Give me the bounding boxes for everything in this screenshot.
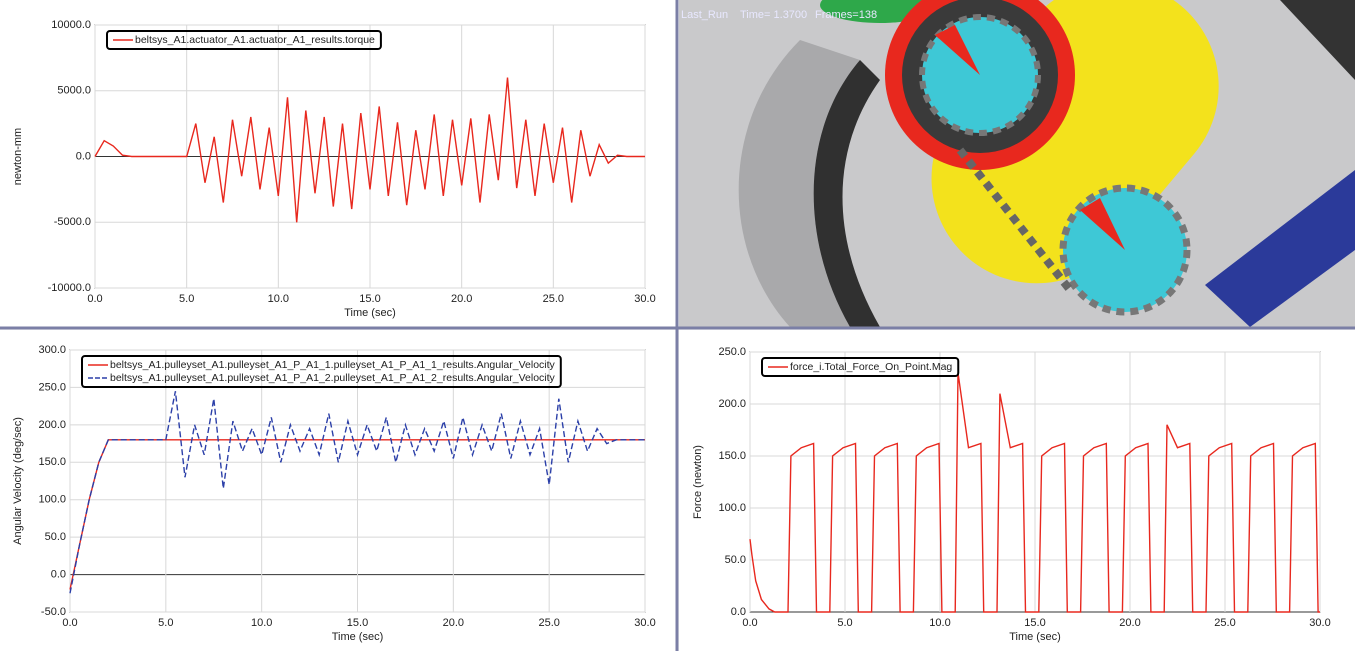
x-tick-label: 20.0	[443, 617, 464, 629]
y-tick-label: 200.0	[38, 419, 66, 431]
legend-label: force_i.Total_Force_On_Point.Mag	[790, 361, 952, 373]
y-tick-label: 10000.0	[51, 19, 91, 31]
y-tick-label: 300.0	[38, 344, 66, 356]
x-tick-label: 10.0	[251, 617, 272, 629]
x-axis-title: Time (sec)	[332, 631, 384, 643]
y-tick-label: -10000.0	[48, 282, 91, 294]
x-axis-title: Time (sec)	[1009, 631, 1061, 643]
x-tick-label: 25.0	[538, 617, 559, 629]
x-tick-label: 5.0	[837, 617, 852, 629]
x-tick-label: 20.0	[1119, 617, 1140, 629]
y-tick-label: 100.0	[38, 494, 66, 506]
x-tick-label: 10.0	[929, 617, 950, 629]
viewport-caption: Last_Run	[681, 9, 728, 21]
y-axis-title: newton-mm	[12, 128, 24, 185]
page: { "viewport": {"caption": ["Last_Run", "…	[0, 0, 1355, 651]
viewport-caption: Time= 1.3700	[740, 9, 807, 21]
x-tick-label: 0.0	[87, 293, 102, 305]
x-tick-label: 30.0	[634, 617, 655, 629]
y-tick-label: 50.0	[725, 554, 746, 566]
y-axis-title: Angular Velocity (deg/sec)	[12, 417, 24, 545]
y-tick-label: 0.0	[76, 150, 91, 162]
viewport-3d: Last_Run Time= 1.3700 Frames=138	[679, 0, 1355, 327]
x-tick-label: 25.0	[1214, 617, 1235, 629]
legend-label: beltsys_A1.pulleyset_A1.pulleyset_A1_P_A…	[110, 372, 556, 384]
x-tick-label: 0.0	[742, 617, 757, 629]
x-tick-label: 20.0	[451, 293, 472, 305]
y-tick-label: 250.0	[718, 346, 746, 358]
y-tick-label: 150.0	[38, 456, 66, 468]
x-tick-label: 15.0	[347, 617, 368, 629]
x-tick-label: 15.0	[359, 293, 380, 305]
x-axis-title: Time (sec)	[344, 307, 396, 319]
x-tick-label: 0.0	[62, 617, 77, 629]
y-tick-label: 0.0	[51, 568, 66, 580]
x-tick-label: 10.0	[268, 293, 289, 305]
legend-label: beltsys_A1.actuator_A1.actuator_A1_resul…	[135, 34, 375, 46]
legend-label: beltsys_A1.pulleyset_A1.pulleyset_A1_P_A…	[110, 359, 556, 371]
y-tick-label: 100.0	[718, 502, 746, 514]
y-tick-label: 150.0	[718, 450, 746, 462]
x-tick-label: 15.0	[1024, 617, 1045, 629]
y-tick-label: 5000.0	[57, 85, 91, 97]
x-tick-label: 25.0	[543, 293, 564, 305]
y-tick-label: -5000.0	[54, 216, 91, 228]
y-tick-label: 200.0	[718, 398, 746, 410]
x-tick-label: 30.0	[634, 293, 655, 305]
legend: beltsys_A1.pulleyset_A1.pulleyset_A1_P_A…	[82, 356, 561, 387]
screen: Last_Run Time= 1.3700 Frames=138 -10000.…	[0, 0, 1355, 651]
y-tick-label: 250.0	[38, 381, 66, 393]
viewport-caption: Frames=138	[815, 9, 877, 21]
x-tick-label: 5.0	[158, 617, 173, 629]
y-tick-label: 50.0	[45, 531, 66, 543]
x-tick-label: 30.0	[1309, 617, 1330, 629]
y-axis-title: Force (newton)	[692, 445, 704, 519]
x-tick-label: 5.0	[179, 293, 194, 305]
